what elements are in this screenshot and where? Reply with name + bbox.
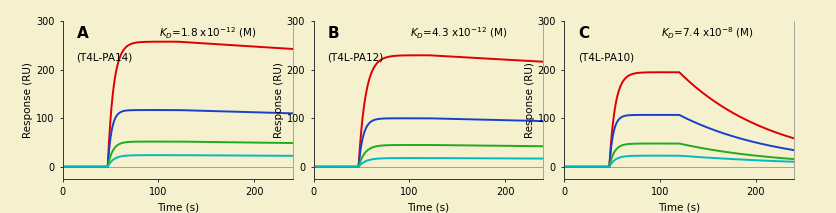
Text: $K_D$=4.3 x10$^{-12}$ (M): $K_D$=4.3 x10$^{-12}$ (M) [410, 26, 507, 42]
Y-axis label: Response (RU): Response (RU) [274, 62, 284, 138]
Text: (T4L-PA14): (T4L-PA14) [77, 53, 133, 63]
Y-axis label: Response (RU): Response (RU) [525, 62, 535, 138]
Text: (T4L-PA12): (T4L-PA12) [327, 53, 384, 63]
Text: $K_D$=1.8 x10$^{-12}$ (M): $K_D$=1.8 x10$^{-12}$ (M) [159, 26, 257, 42]
X-axis label: Time (s): Time (s) [407, 203, 450, 213]
Text: $K_D$=7.4 x10$^{-8}$ (M): $K_D$=7.4 x10$^{-8}$ (M) [661, 26, 754, 42]
Text: C: C [579, 26, 589, 41]
Text: (T4L-PA10): (T4L-PA10) [579, 53, 635, 63]
Text: A: A [77, 26, 89, 41]
X-axis label: Time (s): Time (s) [658, 203, 701, 213]
Y-axis label: Response (RU): Response (RU) [23, 62, 33, 138]
Text: B: B [327, 26, 339, 41]
X-axis label: Time (s): Time (s) [156, 203, 199, 213]
